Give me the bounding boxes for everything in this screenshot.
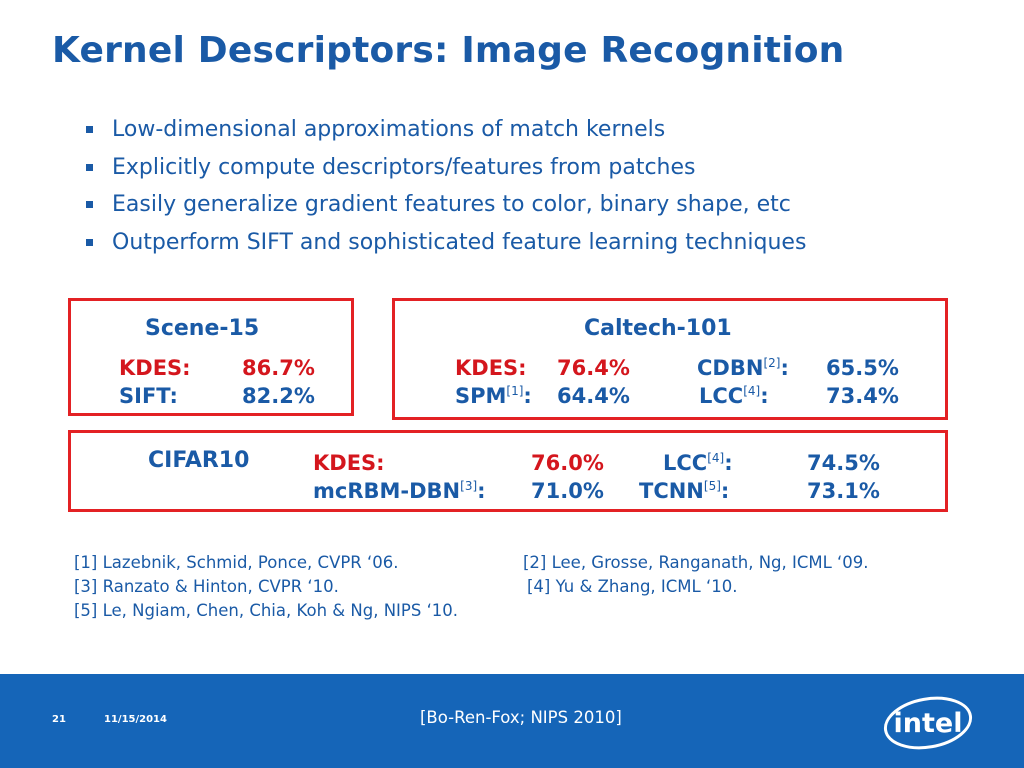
caltech101-lcc-label: LCC[4]: [699,384,769,408]
intel-logo-icon: intel [883,696,973,750]
caltech101-kdes-label: KDES: [455,356,527,380]
bullet-square-icon [86,126,93,133]
caltech101-spm-label: SPM[1]: [455,384,532,408]
caltech101-cdbn-label: CDBN[2]: [697,356,789,380]
reference-3: [3] Ranzato & Hinton, CVPR ‘10. [74,577,339,596]
bullet-list: Low-dimensional approximations of match … [86,116,806,266]
caltech101-title: Caltech-101 [584,316,732,341]
bullet-item: Outperform SIFT and sophisticated featur… [86,229,806,267]
slide-date: 11/15/2014 [104,714,167,725]
scene15-sift-value: 82.2% [242,384,315,408]
scene15-title: Scene-15 [145,316,260,341]
reference-5: [5] Le, Ngiam, Chen, Chia, Koh & Ng, NIP… [74,601,459,620]
cifar10-results-box [68,430,948,512]
cifar10-mcrbm-value: 71.0% [531,479,604,503]
cifar10-tcnn-label: TCNN[5]: [639,479,730,503]
cifar10-lcc-label: LCC[4]: [663,451,733,475]
bullet-square-icon [86,238,93,246]
caltech101-lcc-value: 73.4% [826,384,899,408]
scene15-kdes-label: KDES: [119,356,191,380]
scene15-sift-label: SIFT: [119,384,178,408]
bullet-text: Outperform SIFT and sophisticated featur… [112,229,807,255]
caltech101-results-box [392,298,948,420]
reference-4: [4] Yu & Zhang, ICML ‘10. [527,577,738,596]
bullet-item: Low-dimensional approximations of match … [86,116,806,154]
caltech101-cdbn-value: 65.5% [826,356,899,380]
caltech101-kdes-value: 76.4% [557,356,630,380]
reference-2: [2] Lee, Grosse, Ranganath, Ng, ICML ‘09… [523,553,869,572]
scene15-results-box [68,298,354,416]
cifar10-lcc-value: 74.5% [807,451,880,475]
bullet-text: Explicitly compute descriptors/features … [112,154,696,180]
footer-citation: [Bo-Ren-Fox; NIPS 2010] [420,708,622,727]
scene15-kdes-value: 86.7% [242,356,315,380]
reference-1: [1] Lazebnik, Schmid, Ponce, CVPR ‘06. [74,553,399,572]
intel-logo-text: intel [894,708,963,739]
cifar10-mcrbm-label: mcRBM-DBN[3]: [313,479,486,503]
caltech101-spm-value: 64.4% [557,384,630,408]
bullet-text: Low-dimensional approximations of match … [112,117,666,142]
bullet-square-icon [86,163,93,171]
cifar10-kdes-value: 76.0% [531,451,604,475]
footer-bar: 21 11/15/2014 [Bo-Ren-Fox; NIPS 2010] in… [0,674,1024,768]
cifar10-tcnn-value: 73.1% [807,479,880,503]
cifar10-kdes-label: KDES: [313,451,385,475]
bullet-item: Explicitly compute descriptors/features … [86,154,806,192]
slide-title: Kernel Descriptors: Image Recognition [52,30,845,71]
page-number: 21 [52,714,66,725]
bullet-item: Easily generalize gradient features to c… [86,191,806,229]
bullet-text: Easily generalize gradient features to c… [112,192,791,217]
cifar10-title: CIFAR10 [148,448,250,473]
bullet-square-icon [86,201,93,208]
